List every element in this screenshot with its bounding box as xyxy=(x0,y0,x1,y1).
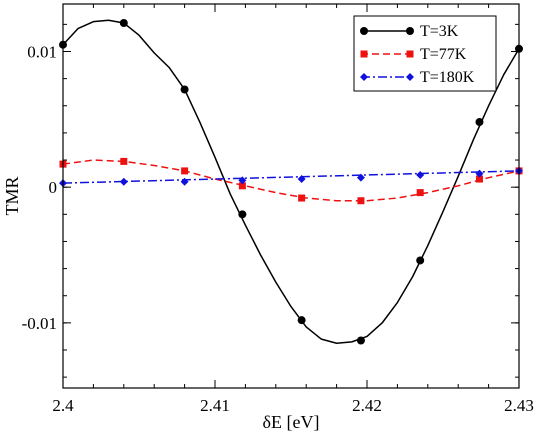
legend-swatch-marker xyxy=(360,50,368,58)
legend-entry-2: T=77K xyxy=(360,46,467,63)
series-3-point xyxy=(297,175,306,184)
legend: T=3K T=77K T=180K xyxy=(353,15,497,92)
legend-entry-3: T=180K xyxy=(360,69,475,86)
series-2-point xyxy=(238,182,246,190)
series-3-line xyxy=(62,170,520,184)
legend-swatch-marker xyxy=(406,50,414,58)
series-3-point xyxy=(416,170,425,179)
legend-entry-1: T=3K xyxy=(360,23,459,40)
series-1-point xyxy=(297,316,306,325)
series-2-point xyxy=(298,194,306,202)
series-2-point xyxy=(357,197,365,205)
legend-swatch-marker xyxy=(406,73,414,81)
series-3-point xyxy=(119,177,128,186)
legend-label: T=180K xyxy=(420,69,475,86)
legend-label: T=3K xyxy=(420,23,459,40)
series-1-point xyxy=(180,85,189,94)
series-3-point xyxy=(356,173,365,182)
series-1-point xyxy=(416,256,425,265)
series-layer xyxy=(59,18,523,345)
x-axis-label: δE [eV] xyxy=(263,412,320,432)
x-tick-label: 2.43 xyxy=(504,396,534,415)
series-3-point xyxy=(180,177,189,186)
legend-swatch-marker xyxy=(360,73,368,81)
y-tick-label: 0 xyxy=(49,178,58,197)
series-1-point xyxy=(238,210,247,219)
series-3-point xyxy=(475,169,484,178)
series-1-point xyxy=(356,336,365,345)
series-1-line xyxy=(62,19,520,344)
series-3-point xyxy=(238,176,247,185)
legend-label: T=77K xyxy=(420,46,467,63)
x-tick-label: 2.42 xyxy=(352,396,382,415)
y-tick-label: 0.01 xyxy=(27,42,57,61)
y-tick-label: -0.01 xyxy=(22,314,57,333)
y-axis-label: TMR xyxy=(2,176,22,215)
x-tick-label: 2.4 xyxy=(52,396,74,415)
series-2-point xyxy=(120,157,128,165)
legend-swatch-marker xyxy=(406,27,414,35)
series-3 xyxy=(59,166,523,188)
series-1-point xyxy=(119,18,128,27)
legend-swatch-marker xyxy=(360,27,368,35)
series-1 xyxy=(59,18,523,345)
series-2 xyxy=(59,157,523,205)
series-2-point xyxy=(475,175,483,183)
series-2-point xyxy=(416,189,424,197)
series-2-line xyxy=(62,159,520,202)
x-tick-label: 2.41 xyxy=(200,396,230,415)
ticks-layer: 2.4 2.41 2.42 2.43 -0.01 0 0.01 xyxy=(22,4,534,415)
series-1-point xyxy=(475,118,484,127)
plot-frame xyxy=(62,3,520,389)
series-2-point xyxy=(181,167,189,175)
